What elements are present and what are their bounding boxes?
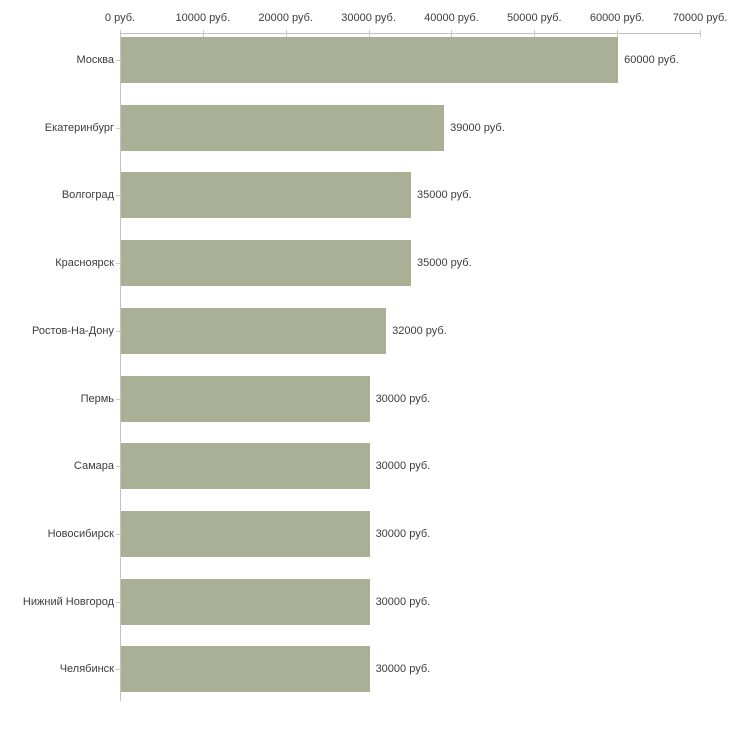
bar (121, 172, 411, 219)
bar (121, 307, 387, 354)
x-tick-label: 20000 руб. (258, 12, 314, 24)
bar-value-label: 39000 руб. (450, 121, 505, 134)
bar (121, 37, 619, 83)
bar (121, 443, 370, 490)
category-label: Москва (76, 54, 114, 66)
y-tick-mark (116, 195, 121, 196)
y-tick-mark (116, 331, 121, 332)
bar-value-label: 30000 руб. (375, 527, 431, 540)
bar (121, 578, 370, 625)
bar-value-label: 30000 руб. (375, 663, 431, 676)
y-tick-mark (116, 399, 121, 400)
category-label: Самара (73, 460, 114, 473)
y-tick-mark (116, 669, 121, 670)
y-tick-mark (116, 602, 121, 603)
category-label: Нижний Новгород (22, 595, 114, 608)
category-label: Ростов-На-Дону (31, 324, 114, 337)
category-label: Новосибирск (47, 527, 114, 540)
bar-value-label: 30000 руб. (375, 595, 431, 608)
x-tick-label: 60000 руб. (589, 12, 645, 24)
bar-value-label: 60000 руб. (624, 54, 679, 66)
bar (121, 375, 370, 422)
bar-value-label: 35000 руб. (417, 189, 472, 202)
y-tick-mark (116, 263, 121, 264)
bar (121, 104, 445, 151)
bar (121, 510, 370, 557)
x-tick-label: 50000 руб. (506, 12, 562, 24)
y-tick-mark (116, 534, 121, 535)
category-label: Екатеринбург (44, 121, 114, 134)
x-tick-label: 40000 руб. (424, 12, 479, 24)
y-tick-mark (116, 128, 121, 129)
bar-value-label: 30000 руб. (375, 392, 431, 405)
bar-value-label: 32000 руб. (392, 324, 447, 337)
x-tick-label: 30000 руб. (341, 12, 396, 24)
bar (121, 240, 411, 287)
y-tick-mark (116, 60, 121, 61)
bar-value-label: 30000 руб. (375, 460, 431, 473)
category-label: Волгоград (61, 189, 114, 202)
category-label: Пермь (80, 392, 114, 405)
x-tick-label: 0 руб. (104, 12, 136, 24)
x-tick-label: 70000 руб. (672, 12, 728, 24)
category-label: Челябинск (59, 663, 114, 676)
bar (121, 646, 370, 693)
bar-value-label: 35000 руб. (417, 257, 472, 270)
category-label: Красноярск (55, 257, 114, 270)
x-tick-label: 10000 руб. (175, 12, 231, 24)
plot-area (120, 33, 701, 701)
y-tick-mark (116, 466, 121, 467)
